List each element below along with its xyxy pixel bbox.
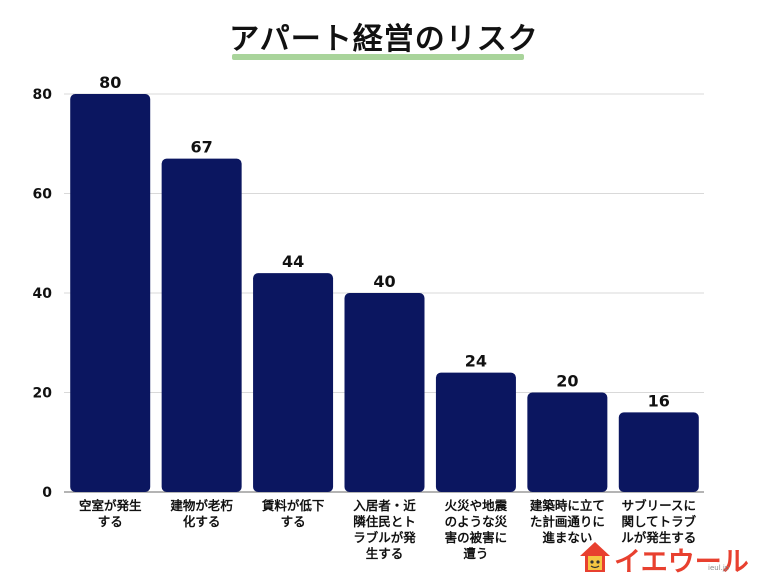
value-label: 40 <box>373 272 395 291</box>
bar <box>618 412 699 492</box>
bar <box>253 273 334 492</box>
value-label: 16 <box>648 391 670 410</box>
chart-title: アパート経営のリスク <box>229 22 539 57</box>
ieul-logo: イエウール ieul.jp <box>578 540 764 578</box>
y-tick-label: 0 <box>42 485 52 501</box>
value-label: 20 <box>556 372 578 391</box>
bar <box>527 392 608 492</box>
y-tick-label: 60 <box>33 187 53 203</box>
value-label: 80 <box>99 73 121 92</box>
category-label: 入居者・近隣住民とトラブルが発生する <box>353 498 416 561</box>
bar <box>435 372 516 492</box>
bar <box>161 158 242 493</box>
category-label: 火災や地震のような災害の被害に遭う <box>445 498 508 561</box>
y-axis-ticks: 0 20 40 60 80 <box>33 87 53 501</box>
bar <box>344 293 425 492</box>
bars <box>70 94 699 493</box>
category-label: 賃料が低下する <box>261 498 325 529</box>
category-label: 空室が発生する <box>79 498 142 529</box>
category-label: 建築時に立てた計画通りに進まない <box>530 498 605 545</box>
value-labels: 80 67 44 40 24 20 16 <box>99 73 670 410</box>
title-underline <box>232 54 524 60</box>
y-tick-label: 40 <box>33 286 53 302</box>
logo-sub: ieul.jp <box>708 564 730 572</box>
bar <box>70 94 151 492</box>
house-mascot-icon <box>580 542 610 572</box>
y-tick-label: 20 <box>33 386 53 402</box>
category-labels: 空室が発生する建物が老朽化する賃料が低下する入居者・近隣住民とトラブルが発生する… <box>79 498 697 561</box>
value-label: 67 <box>191 138 213 157</box>
category-label: 建物が老朽化する <box>170 498 233 529</box>
logo-text: イエウール <box>614 547 749 578</box>
y-tick-label: 80 <box>33 87 53 103</box>
value-label: 44 <box>282 252 304 271</box>
value-label: 24 <box>465 352 487 371</box>
chart-title-wrap: アパート経営のリスク <box>0 14 768 62</box>
category-label: サブリースに関してトラブルが発生する <box>621 498 696 545</box>
